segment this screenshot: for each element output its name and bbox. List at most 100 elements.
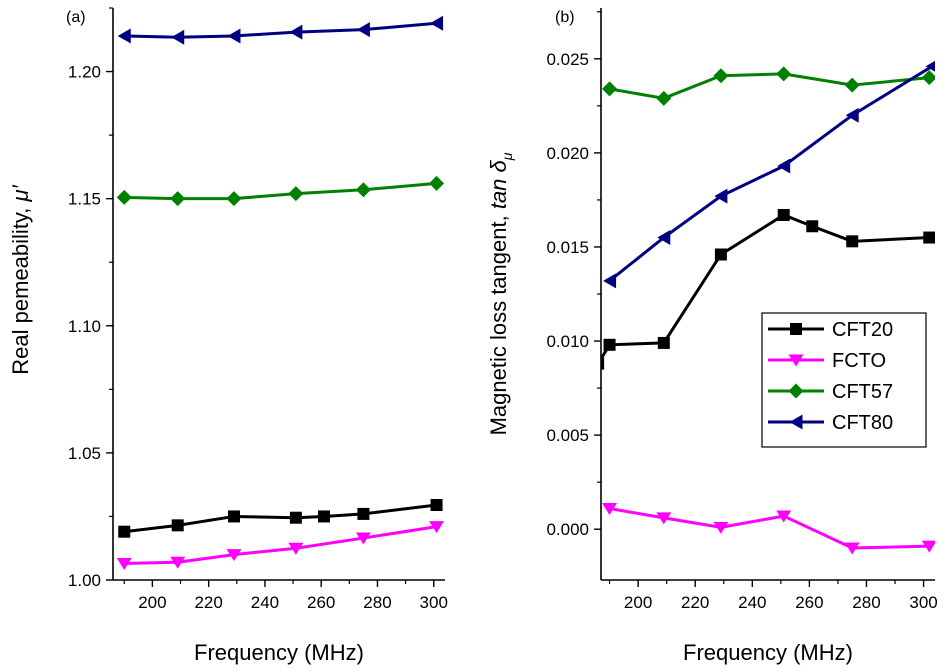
data-point-cft80 [925,60,935,72]
data-point-cft80 [171,29,185,45]
legend-marker [788,383,804,399]
series-line-fcto [609,507,930,550]
y-tick-label: 0.025 [546,50,589,69]
y-axis-title-text: Real pemeability, [8,201,33,374]
y-tick-label: 0.015 [546,238,589,257]
data-point-cft20 [171,519,184,532]
x-tick-label: 220 [681,593,709,612]
y-tick-label: 1.10 [68,317,101,336]
series-group [601,60,935,555]
data-point-cft80 [714,188,728,204]
x-tick-label: 200 [624,593,652,612]
y-axis-title: Magnetic loss tangent, tan δμ [486,152,515,435]
y-axis-title-symbol: μ′ [8,184,33,202]
data-point-cft57 [776,66,792,82]
x-tick-label: 300 [909,593,937,612]
legend-box [761,312,927,448]
data-point-cft80 [657,230,671,246]
chart-panel-1: 200 220 240 260 280 300 1.00 1.05 1.10 1.15 1.20 (a… [8,7,448,665]
data-point-fcto [429,521,445,534]
x-tick-label: 200 [138,593,166,612]
data-point-cft20 [846,235,859,248]
data-point-cft80 [777,158,791,174]
x-tick-label: 280 [363,593,391,612]
data-point-cft57 [116,189,132,205]
data-point-cft20 [657,336,670,349]
y-axis-title-text: Magnetic loss tangent, [486,209,511,435]
data-point-fcto [288,542,304,555]
data-point-fcto [656,512,672,525]
data-point-cft57 [713,68,729,84]
series-line-cft20 [124,503,437,534]
data-point-cft20 [714,248,727,261]
legend-label: CFT20 [832,319,893,341]
series-line-cft80 [608,65,933,283]
x-tick-label: 260 [307,593,335,612]
series-line-cft20 [601,213,930,362]
data-point-cft80 [430,15,444,31]
x-tick-label: 240 [251,593,279,612]
y-tick-label: 0.000 [546,520,589,539]
data-point-cft20 [118,525,131,538]
series-line-cft80 [124,21,437,39]
y-axis-title: Real pemeability, μ′ [8,184,33,374]
y-tick-label: 1.20 [68,63,101,82]
data-point-cft80 [603,273,617,289]
series-line-fcto [124,525,437,565]
data-point-cft80 [227,28,241,44]
data-point-cft80 [845,107,859,123]
data-point-cft20 [806,220,819,233]
data-point-cft57 [170,191,186,207]
y-axis-title-symbol: tan δ [486,159,511,209]
data-point-cft20 [430,499,443,512]
legend-marker [790,323,802,335]
legend: CFT20 FCTO CFT57 CFT80 [761,312,927,448]
data-point-cft57 [355,182,371,198]
data-point-cft57 [844,77,860,93]
data-point-cft80 [289,24,303,40]
y-tick-label: 1.15 [68,190,101,209]
data-point-cft20 [227,510,240,523]
y-tick-label: 1.05 [68,444,101,463]
data-point-cft57 [656,90,672,106]
data-point-cft57 [288,186,304,202]
data-point-fcto [776,510,792,523]
data-point-cft80 [356,22,370,38]
data-point-fcto [713,521,729,534]
data-point-fcto [170,556,186,569]
x-tick-label: 280 [852,593,880,612]
legend-label: FCTO [832,350,886,372]
legend-label: CFT57 [832,381,893,403]
data-point-cft20 [357,507,370,520]
y-tick-label: 1.00 [68,571,101,590]
data-point-fcto [355,532,371,545]
y-axis-title-subscript: μ [499,152,515,161]
series-group [116,15,445,570]
data-point-cft57 [429,175,445,191]
legend-label: CFT80 [832,412,893,434]
panel-label: (a) [66,9,86,26]
data-point-cft80 [117,28,131,44]
y-tick-label: 0.020 [546,144,589,163]
series-line-cft57 [124,181,437,201]
panel-label: (b) [555,9,575,26]
data-point-fcto [921,540,935,553]
data-point-fcto [844,542,860,555]
legend-marker [789,414,803,430]
data-point-fcto [602,503,618,515]
x-tick-label: 240 [738,593,766,612]
y-tick-label: 0.005 [546,426,589,445]
x-tick-label: 260 [795,593,823,612]
data-point-cft20 [923,231,935,244]
x-axis-title: Frequency (MHz) [194,640,364,665]
x-axis-title: Frequency (MHz) [683,640,853,665]
data-point-cft20 [777,208,790,221]
series-line-cft57 [609,72,930,100]
data-point-fcto [116,557,132,570]
data-point-cft57 [921,70,935,86]
data-point-cft57 [602,81,618,97]
data-point-cft20 [289,511,302,524]
y-tick-label: 0.010 [546,332,589,351]
data-point-cft20 [603,338,616,351]
